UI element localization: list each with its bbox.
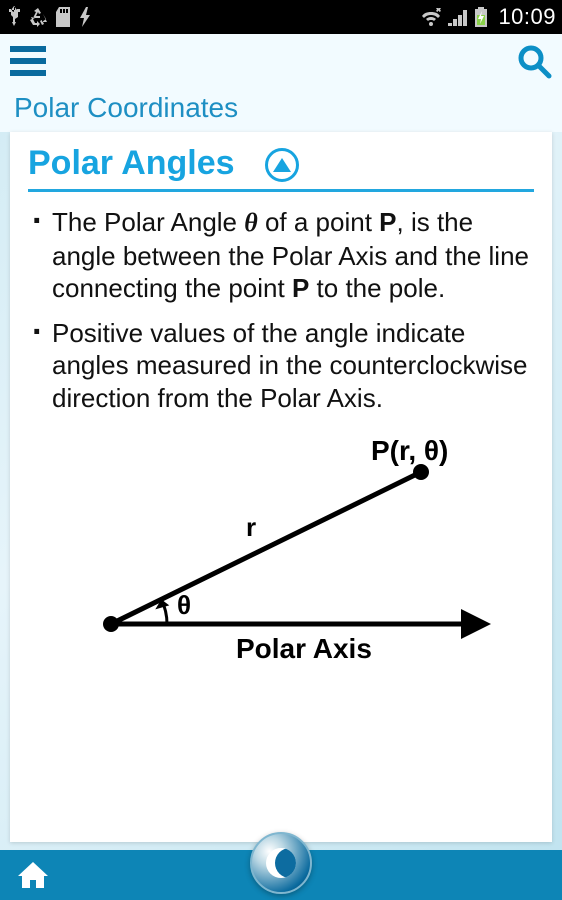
section-header[interactable]: Polar Angles [28, 144, 534, 192]
list-item: The Polar Angle θ of a point P, is the a… [28, 206, 534, 305]
svg-text:θ: θ [177, 590, 191, 620]
sd-card-icon [54, 7, 72, 27]
content-card: Polar Angles The Polar Angle θ of a poin… [10, 132, 552, 842]
home-button[interactable] [16, 858, 50, 892]
text: P [379, 207, 396, 237]
battery-icon [474, 7, 488, 27]
list-item: Positive values of the angle indicate an… [28, 317, 534, 415]
breadcrumb-title: Polar Coordinates [14, 92, 238, 123]
text: to the pole. [309, 273, 445, 303]
lightning-icon [78, 7, 92, 27]
wifi-icon [420, 8, 442, 26]
text: Positive values of the angle indicate an… [52, 318, 527, 413]
text: P [292, 273, 309, 303]
svg-text:P(r, θ): P(r, θ) [371, 435, 448, 466]
breadcrumb: Polar Coordinates [0, 88, 562, 132]
search-button[interactable] [516, 43, 552, 79]
android-status-bar: 10:09 [0, 0, 562, 34]
text: The Polar Angle [52, 207, 244, 237]
app-bar [0, 34, 562, 88]
usb-icon [6, 6, 22, 28]
status-left-icons [6, 6, 92, 28]
polar-diagram: P(r, θ) r θ Polar Axis [51, 434, 511, 674]
section-title: Polar Angles [28, 144, 235, 183]
crescent-icon [266, 848, 296, 878]
recycle-icon [28, 7, 48, 27]
svg-text:Polar Axis: Polar Axis [236, 633, 372, 664]
text: of a point [258, 207, 379, 237]
bullet-list: The Polar Angle θ of a point P, is the a… [28, 206, 534, 414]
menu-button[interactable] [10, 41, 50, 81]
theta-symbol: θ [244, 208, 258, 237]
status-right-icons: 10:09 [420, 4, 556, 30]
signal-icon [448, 8, 468, 26]
center-logo-button[interactable] [250, 832, 312, 894]
svg-text:r: r [246, 512, 256, 542]
status-clock: 10:09 [498, 4, 556, 30]
collapse-icon[interactable] [265, 148, 299, 182]
